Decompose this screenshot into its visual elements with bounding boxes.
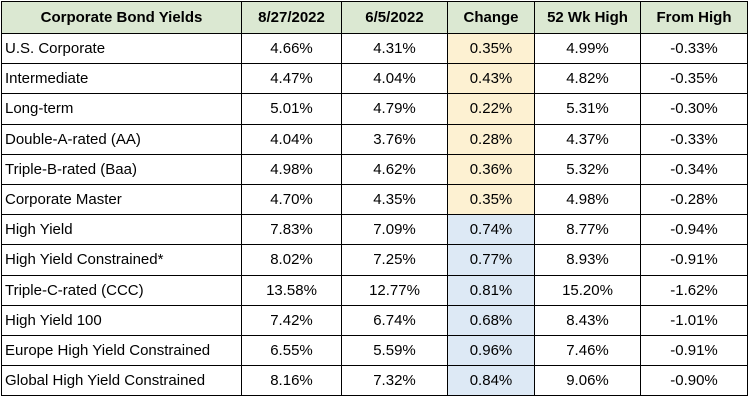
from-high-cell: -0.33% bbox=[640, 123, 748, 155]
high-52wk-cell: 15.20% bbox=[534, 274, 641, 306]
from-high-cell: -0.35% bbox=[640, 63, 748, 95]
yield-date-2-cell: 3.76% bbox=[341, 123, 448, 155]
high-52wk-cell: 4.82% bbox=[534, 63, 641, 95]
row-name-cell: High Yield 100 bbox=[1, 304, 242, 336]
high-52wk-cell: 8.43% bbox=[534, 304, 641, 336]
yield-date-2-cell: 4.04% bbox=[341, 63, 448, 95]
yield-date-1-cell: 4.98% bbox=[241, 153, 342, 185]
change-cell: 0.28% bbox=[447, 123, 535, 155]
high-52wk-cell: 4.37% bbox=[534, 123, 641, 155]
yield-date-2-cell: 5.59% bbox=[341, 334, 448, 367]
yield-date-1-cell: 8.16% bbox=[241, 365, 342, 397]
yield-date-1-cell: 4.66% bbox=[241, 32, 342, 65]
change-cell: 0.81% bbox=[447, 274, 535, 306]
table-row: U.S. Corporate 4.66% 4.31% 0.35% 4.99% -0.33% bbox=[1, 32, 748, 65]
table-row: Triple-C-rated (CCC) 13.58% 12.77% 0.81% 15.… bbox=[1, 274, 748, 306]
yield-date-2-cell: 6.74% bbox=[341, 304, 448, 336]
row-name-cell: Global High Yield Constrained bbox=[1, 365, 242, 397]
change-cell: 0.68% bbox=[447, 304, 535, 336]
yield-date-1-cell: 5.01% bbox=[241, 93, 342, 125]
row-name-cell: Corporate Master bbox=[1, 183, 242, 216]
row-name-cell: Intermediate bbox=[1, 63, 242, 95]
table-row: High Yield 7.83% 7.09% 0.74% 8.77% -0.94% bbox=[1, 214, 748, 246]
from-high-cell: -0.34% bbox=[640, 153, 748, 185]
change-cell: 0.35% bbox=[447, 32, 535, 65]
from-high-cell: -0.91% bbox=[640, 244, 748, 276]
high-52wk-cell: 5.31% bbox=[534, 93, 641, 125]
from-high-cell: -0.28% bbox=[640, 183, 748, 216]
column-header-change: Change bbox=[447, 1, 535, 34]
change-cell: 0.84% bbox=[447, 365, 535, 397]
column-header-date-2: 6/5/2022 bbox=[341, 1, 448, 34]
yield-date-2-cell: 7.09% bbox=[341, 214, 448, 246]
row-name-cell: Double-A-rated (AA) bbox=[1, 123, 242, 155]
high-52wk-cell: 7.46% bbox=[534, 334, 641, 367]
column-header-52wk-high: 52 Wk High bbox=[534, 1, 641, 34]
table-row: Global High Yield Constrained 8.16% 7.32% 0… bbox=[1, 365, 748, 397]
row-name-cell: Long-term bbox=[1, 93, 242, 125]
change-cell: 0.43% bbox=[447, 63, 535, 95]
from-high-cell: -0.94% bbox=[640, 214, 748, 246]
high-52wk-cell: 8.77% bbox=[534, 214, 641, 246]
column-header-date-1: 8/27/2022 bbox=[241, 1, 342, 34]
table-row: High Yield 100 7.42% 6.74% 0.68% 8.43% -1.01% bbox=[1, 304, 748, 336]
from-high-cell: -1.01% bbox=[640, 304, 748, 336]
yield-date-1-cell: 7.83% bbox=[241, 214, 342, 246]
change-cell: 0.35% bbox=[447, 183, 535, 216]
yield-date-2-cell: 4.35% bbox=[341, 183, 448, 216]
yield-date-1-cell: 6.55% bbox=[241, 334, 342, 367]
yield-date-1-cell: 4.04% bbox=[241, 123, 342, 155]
yield-date-1-cell: 4.47% bbox=[241, 63, 342, 95]
table-row: Europe High Yield Constrained 6.55% 5.59% 0… bbox=[1, 334, 748, 367]
yield-date-2-cell: 4.62% bbox=[341, 153, 448, 185]
high-52wk-cell: 4.99% bbox=[534, 32, 641, 65]
high-52wk-cell: 5.32% bbox=[534, 153, 641, 185]
row-name-cell: U.S. Corporate bbox=[1, 32, 242, 65]
table-row: Intermediate 4.47% 4.04% 0.43% 4.82% -0.35% bbox=[1, 63, 748, 95]
yield-date-2-cell: 12.77% bbox=[341, 274, 448, 306]
table-body: U.S. Corporate 4.66% 4.31% 0.35% 4.99% -0.33%… bbox=[1, 32, 748, 397]
yield-date-2-cell: 4.31% bbox=[341, 32, 448, 65]
from-high-cell: -0.33% bbox=[640, 32, 748, 65]
column-header-bond-index: Corporate Bond Yields bbox=[1, 1, 242, 34]
column-header-from-high: From High bbox=[640, 1, 748, 34]
change-cell: 0.22% bbox=[447, 93, 535, 125]
table-header-row: Corporate Bond Yields 8/27/2022 6/5/2022… bbox=[1, 1, 748, 34]
yield-date-2-cell: 4.79% bbox=[341, 93, 448, 125]
change-cell: 0.77% bbox=[447, 244, 535, 276]
from-high-cell: -0.90% bbox=[640, 365, 748, 397]
yield-date-2-cell: 7.32% bbox=[341, 365, 448, 397]
from-high-cell: -1.62% bbox=[640, 274, 748, 306]
change-cell: 0.96% bbox=[447, 334, 535, 367]
row-name-cell: Triple-B-rated (Baa) bbox=[1, 153, 242, 185]
from-high-cell: -0.91% bbox=[640, 334, 748, 367]
table-row: Triple-B-rated (Baa) 4.98% 4.62% 0.36% 5.32%… bbox=[1, 153, 748, 185]
corporate-bond-yields-table: Corporate Bond Yields 8/27/2022 6/5/2022… bbox=[1, 1, 748, 397]
high-52wk-cell: 8.93% bbox=[534, 244, 641, 276]
row-name-cell: Europe High Yield Constrained bbox=[1, 334, 242, 367]
row-name-cell: High Yield Constrained* bbox=[1, 244, 242, 276]
row-name-cell: High Yield bbox=[1, 214, 242, 246]
yield-date-1-cell: 8.02% bbox=[241, 244, 342, 276]
high-52wk-cell: 4.98% bbox=[534, 183, 641, 216]
table-row: Corporate Master 4.70% 4.35% 0.35% 4.98% -0.2… bbox=[1, 183, 748, 216]
yield-date-1-cell: 7.42% bbox=[241, 304, 342, 336]
change-cell: 0.36% bbox=[447, 153, 535, 185]
yield-date-1-cell: 13.58% bbox=[241, 274, 342, 306]
yield-date-1-cell: 4.70% bbox=[241, 183, 342, 216]
table-row: High Yield Constrained* 8.02% 7.25% 0.77% 8.… bbox=[1, 244, 748, 276]
table-row: Long-term 5.01% 4.79% 0.22% 5.31% -0.30% bbox=[1, 93, 748, 125]
table-row: Double-A-rated (AA) 4.04% 3.76% 0.28% 4.37% -… bbox=[1, 123, 748, 155]
high-52wk-cell: 9.06% bbox=[534, 365, 641, 397]
row-name-cell: Triple-C-rated (CCC) bbox=[1, 274, 242, 306]
from-high-cell: -0.30% bbox=[640, 93, 748, 125]
change-cell: 0.74% bbox=[447, 214, 535, 246]
yield-date-2-cell: 7.25% bbox=[341, 244, 448, 276]
